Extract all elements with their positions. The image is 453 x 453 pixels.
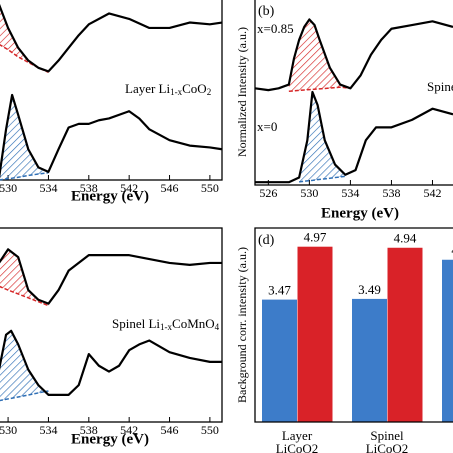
bar <box>297 246 333 422</box>
hatched-peak <box>0 7 49 73</box>
x-tick-label: 538 <box>382 186 400 200</box>
y-axis-label: Background corr. intensity (a.u.) <box>235 247 249 403</box>
bar-value-label: 4.97 <box>304 230 327 245</box>
y-axis-label: Normalized Intensity (a.u.) <box>235 27 249 157</box>
annotation: Spinel Li1-xCoMnO4 <box>112 316 220 332</box>
panel-label: (b) <box>258 4 275 19</box>
spectrum-line <box>0 93 223 179</box>
axis-frame <box>254 227 453 423</box>
x-axis-label: Energy (eV) <box>71 188 149 204</box>
x-tick-label: 550 <box>201 423 219 437</box>
plot-frame <box>0 227 223 423</box>
x-tick-label: 546 <box>161 423 179 437</box>
bar-value-label: 3.47 <box>268 283 291 298</box>
baseline <box>0 285 49 307</box>
annotation: Layer Li1-xCoO2 <box>125 81 211 97</box>
x-tick-label: 530 <box>300 186 318 200</box>
baseline <box>288 86 351 93</box>
subscript: 4 <box>215 322 220 332</box>
x-tick-label: 546 <box>161 181 179 195</box>
spectrum-line <box>255 90 453 184</box>
spectrum-line <box>0 329 222 396</box>
panel-label: (d) <box>258 233 275 248</box>
x-tick-label: LiCoO2 <box>276 441 319 453</box>
bar-value-label: 3.49 <box>358 282 381 297</box>
baseline <box>0 43 49 73</box>
subscript: 1-x <box>170 87 182 97</box>
hatched-peak <box>0 330 49 401</box>
x-tick-label: Layer <box>282 428 313 443</box>
baseline <box>0 390 49 402</box>
annotation-text: Spinel Li <box>112 316 160 331</box>
x-tick-label: 538 <box>80 181 98 195</box>
spectrum-line <box>254 18 453 92</box>
annotation-text: Spine <box>427 79 453 94</box>
bar-value-label: 4.94 <box>394 231 417 246</box>
bar <box>442 259 453 422</box>
x-axis-label: Energy (eV) <box>321 205 399 221</box>
annotation-text: CoMnO <box>172 316 215 331</box>
x-tick-label: 534 <box>341 186 359 200</box>
x-tick-label: 542 <box>120 181 138 195</box>
bar <box>262 299 297 422</box>
x-tick-label: 530 <box>0 181 17 195</box>
annotation-text: Layer Li <box>125 81 171 96</box>
x-tick-label: 542 <box>120 423 138 437</box>
plot-frame <box>0 0 223 181</box>
annotation: Spine <box>427 79 453 94</box>
hatched-peak <box>288 19 351 92</box>
x-tick-label: LiCoO2 <box>366 441 409 453</box>
x-tick-label: 542 <box>423 186 441 200</box>
annotation-text: x=0.85 <box>257 21 294 36</box>
x-tick-label: 534 <box>39 181 57 195</box>
subscript: 1-x <box>160 322 172 332</box>
baseline <box>299 175 346 183</box>
x-tick-label: 538 <box>80 423 98 437</box>
bar <box>387 247 423 422</box>
bar-value-label: 4.6 <box>451 243 453 258</box>
annotation: x=0 <box>257 119 277 134</box>
x-tick-label: 526 <box>259 186 277 200</box>
x-axis-label: Energy (eV) <box>71 431 149 447</box>
x-tick-label: 534 <box>39 423 57 437</box>
plot-frame <box>254 0 453 186</box>
annotation: x=0.85 <box>257 21 294 36</box>
baseline <box>0 172 49 181</box>
spectrum-line <box>0 4 223 73</box>
subscript: 2 <box>207 87 212 97</box>
annotation-text: CoO <box>182 81 207 96</box>
bar <box>352 298 387 422</box>
x-tick-label: 550 <box>201 181 219 195</box>
x-tick-label: Spinel <box>370 428 404 443</box>
spectrum-line <box>0 248 222 305</box>
x-tick-label: 530 <box>0 423 17 437</box>
annotation-text: x=0 <box>257 119 277 134</box>
